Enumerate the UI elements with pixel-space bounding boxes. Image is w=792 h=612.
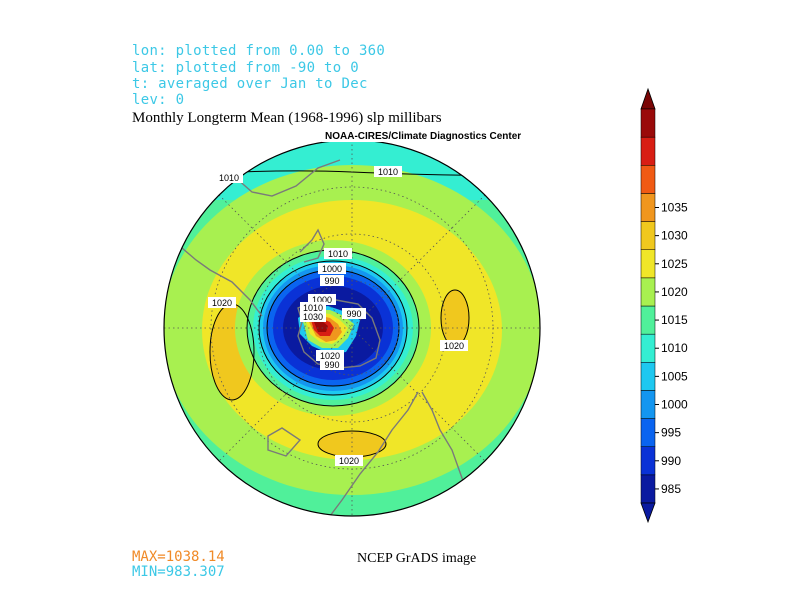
coast-new-zealand <box>299 228 325 263</box>
colorbar: 985 990 995 1000 1005 1010 1015 1020 1025 1030 103… <box>640 87 688 524</box>
colorbar-cell <box>640 249 656 279</box>
contour-label: 1010 <box>303 303 323 313</box>
colorbar-cell <box>640 390 656 419</box>
colorbar-cell <box>640 277 656 307</box>
lon-range-text: lon: plotted from 0.00 to 360 <box>132 43 386 59</box>
contour-label: 1000 <box>312 295 332 305</box>
coast-south-america-west <box>329 391 419 516</box>
time-range-text: t: averaged over Jan to Dec <box>132 76 368 92</box>
data-credit: NOAA-CIRES/Climate Diagnostics Center <box>322 131 525 142</box>
colorbar-bottom-arrow <box>640 502 656 524</box>
contour-label: 1020 <box>444 341 464 351</box>
graticule <box>164 140 540 516</box>
colorbar-tick-label: 1000 <box>661 398 688 412</box>
high-cell-right <box>441 290 469 346</box>
contour-label: 1020 <box>339 456 359 466</box>
colorbar-tick-label: 1010 <box>661 341 688 355</box>
colorbar-tick-label: 1030 <box>661 229 688 243</box>
colorbar-cell <box>640 362 656 391</box>
colorbar-cell <box>640 165 656 194</box>
contour-label: 990 <box>324 360 339 370</box>
max-value-text: MAX=1038.14 <box>132 549 225 565</box>
colorbar-tick-label: 1035 <box>661 201 688 215</box>
coast-africa-tip <box>150 300 158 392</box>
contour-label-group: 1010 1010 1020 1020 1020 1010 1000 990 1… <box>208 166 468 466</box>
contour-label: 1020 <box>320 351 340 361</box>
lat-range-text: lat: plotted from -90 to 0 <box>132 60 359 76</box>
high-cell-bottom <box>318 431 386 457</box>
colorbar-cell <box>640 108 656 138</box>
footer-caption: NCEP GrADS image <box>357 551 477 566</box>
contour-label: 1030 <box>303 312 323 322</box>
colorbar-tick-label: 1015 <box>661 313 688 327</box>
colorbar-tick-label: 985 <box>661 482 681 496</box>
colorbar-cell <box>640 305 656 335</box>
colorbar-tick-label: 1005 <box>661 369 688 383</box>
contour-label: 990 <box>324 276 339 286</box>
colorbar-tick-label: 995 <box>661 426 681 440</box>
colorbar-cell <box>640 136 656 166</box>
plot-title: Monthly Longterm Mean (1968-1996) slp mi… <box>132 110 442 126</box>
colorbar-top-arrow <box>640 87 656 110</box>
colorbar-cell <box>640 418 656 447</box>
contour-label: 990 <box>346 309 361 319</box>
colorbar-cell <box>640 474 656 504</box>
colorbar-cell <box>640 333 656 363</box>
colorbar-tick-label: 1020 <box>661 285 688 299</box>
contour-label: 1010 <box>219 173 239 183</box>
core-1035 <box>314 321 328 332</box>
colorbar-cell <box>640 193 656 222</box>
contour-label: 1020 <box>212 298 232 308</box>
colorbar-tick-label: 990 <box>661 454 681 468</box>
colorbar-cell <box>640 221 656 250</box>
min-value-text: MIN=983.307 <box>132 564 225 580</box>
contour-label: 1010 <box>378 167 398 177</box>
level-text: lev: 0 <box>132 92 185 108</box>
contour-label: 1010 <box>328 249 348 259</box>
colorbar-cell <box>640 446 656 476</box>
contour-label: 1000 <box>322 264 342 274</box>
coast-southern-island <box>267 427 302 457</box>
colorbar-tick-label: 1025 <box>661 257 688 271</box>
